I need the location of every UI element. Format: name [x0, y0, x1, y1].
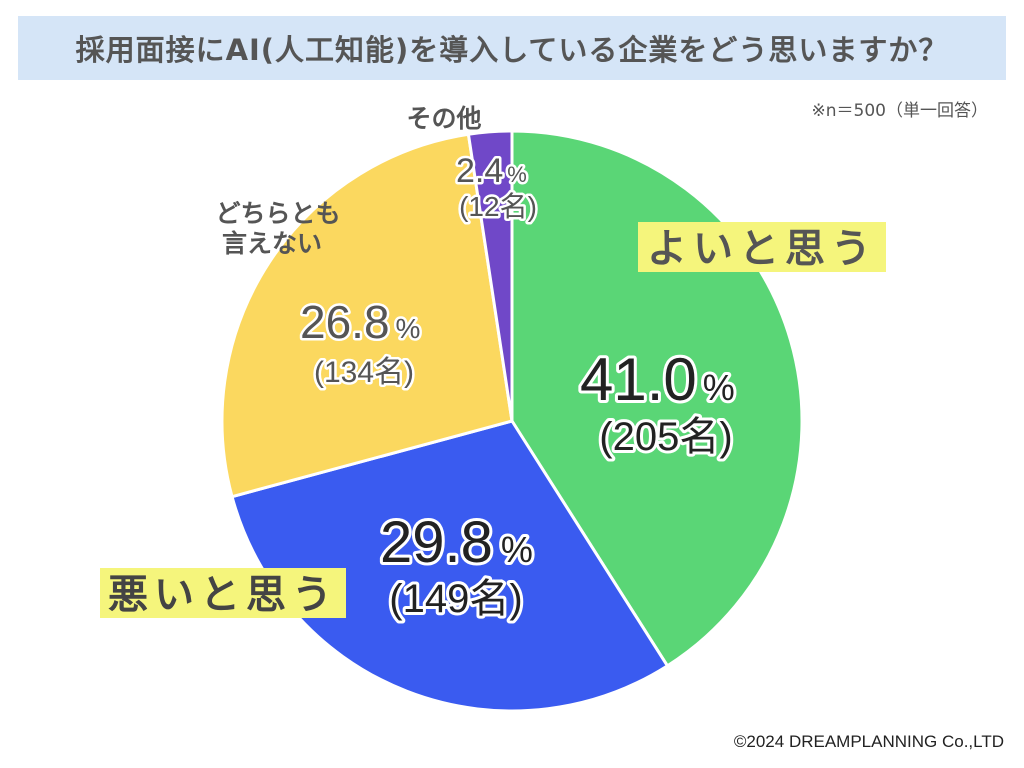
value-label-good: 41.0% (205名)	[577, 343, 738, 462]
svg-text:26.8%: 26.8%	[300, 296, 420, 348]
sample-note: ※n＝500（単一回答）	[811, 101, 988, 121]
pct-sign-good: %	[703, 367, 735, 408]
pct-sign-other: %	[507, 162, 527, 187]
slice-label-neutral-line1: どちらとも	[215, 199, 340, 228]
slice-other	[466, 129, 514, 423]
slice-bad	[230, 419, 669, 713]
svg-text:29.8%: 29.8%	[380, 510, 533, 575]
pct-num-neutral: 26.8	[300, 296, 390, 348]
pct-num-good: 41.0	[580, 346, 697, 413]
pct-sign-bad: %	[501, 529, 533, 570]
slice-label-other: その他	[406, 104, 481, 133]
value-label-other: 2.4% (12名)	[454, 150, 540, 225]
count-label-neutral: (134名)	[314, 356, 414, 389]
slice-label-bad: 悪いと思う	[108, 572, 338, 618]
value-label-neutral: 26.8% (134名)	[298, 294, 423, 392]
pct-num-other: 2.4	[456, 152, 503, 190]
slice-neutral	[220, 132, 514, 499]
count-label-good: (205名)	[599, 415, 732, 459]
svg-text:2.4%: 2.4%	[456, 152, 527, 190]
copyright: ©2024 DREAMPLANNING Co.,LTD	[733, 732, 1004, 751]
value-label-bad: 29.8% (149名)	[377, 507, 536, 624]
slice-label-good: よいと思う	[647, 226, 877, 272]
label-bg-bad	[100, 568, 346, 618]
chart-title: 採用面接にAI(人工知能)を導入している企業をどう思いますか？	[18, 16, 1006, 80]
slice-label-neutral-line2: 言えない	[222, 229, 322, 258]
pct-sign-neutral: %	[396, 313, 421, 344]
count-label-bad: (149名)	[389, 577, 522, 621]
svg-text:41.0%: 41.0%	[580, 346, 735, 413]
label-bg-good	[638, 222, 886, 272]
pct-num-bad: 29.8	[380, 510, 493, 575]
count-label-other: (12名)	[459, 191, 537, 222]
